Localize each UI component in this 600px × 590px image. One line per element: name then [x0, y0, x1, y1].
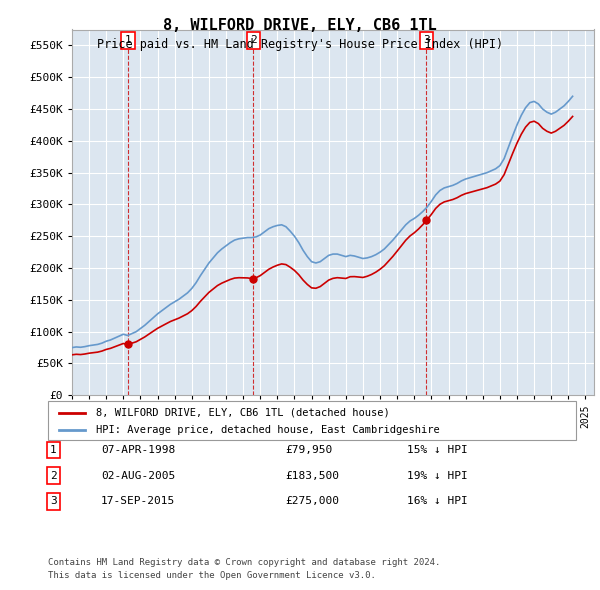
Text: 8, WILFORD DRIVE, ELY, CB6 1TL (detached house): 8, WILFORD DRIVE, ELY, CB6 1TL (detached…: [95, 408, 389, 418]
Text: Contains HM Land Registry data © Crown copyright and database right 2024.: Contains HM Land Registry data © Crown c…: [48, 558, 440, 566]
Text: 3: 3: [50, 496, 56, 506]
Text: This data is licensed under the Open Government Licence v3.0.: This data is licensed under the Open Gov…: [48, 571, 376, 580]
Text: 17-SEP-2015: 17-SEP-2015: [101, 496, 175, 506]
Text: 16% ↓ HPI: 16% ↓ HPI: [407, 496, 468, 506]
Text: 1: 1: [50, 445, 56, 455]
Text: 15% ↓ HPI: 15% ↓ HPI: [407, 445, 468, 455]
Text: HPI: Average price, detached house, East Cambridgeshire: HPI: Average price, detached house, East…: [95, 425, 439, 435]
Text: 2: 2: [250, 35, 257, 45]
Text: 1: 1: [125, 35, 131, 45]
Text: £183,500: £183,500: [286, 471, 340, 481]
Text: Price paid vs. HM Land Registry's House Price Index (HPI): Price paid vs. HM Land Registry's House …: [97, 38, 503, 51]
Text: 02-AUG-2005: 02-AUG-2005: [101, 471, 175, 481]
FancyBboxPatch shape: [48, 401, 576, 440]
Text: 8, WILFORD DRIVE, ELY, CB6 1TL: 8, WILFORD DRIVE, ELY, CB6 1TL: [163, 18, 437, 32]
Text: 2: 2: [50, 471, 56, 481]
Text: 19% ↓ HPI: 19% ↓ HPI: [407, 471, 468, 481]
Text: 07-APR-1998: 07-APR-1998: [101, 445, 175, 455]
Text: £79,950: £79,950: [286, 445, 333, 455]
Text: £275,000: £275,000: [286, 496, 340, 506]
Text: 3: 3: [423, 35, 430, 45]
